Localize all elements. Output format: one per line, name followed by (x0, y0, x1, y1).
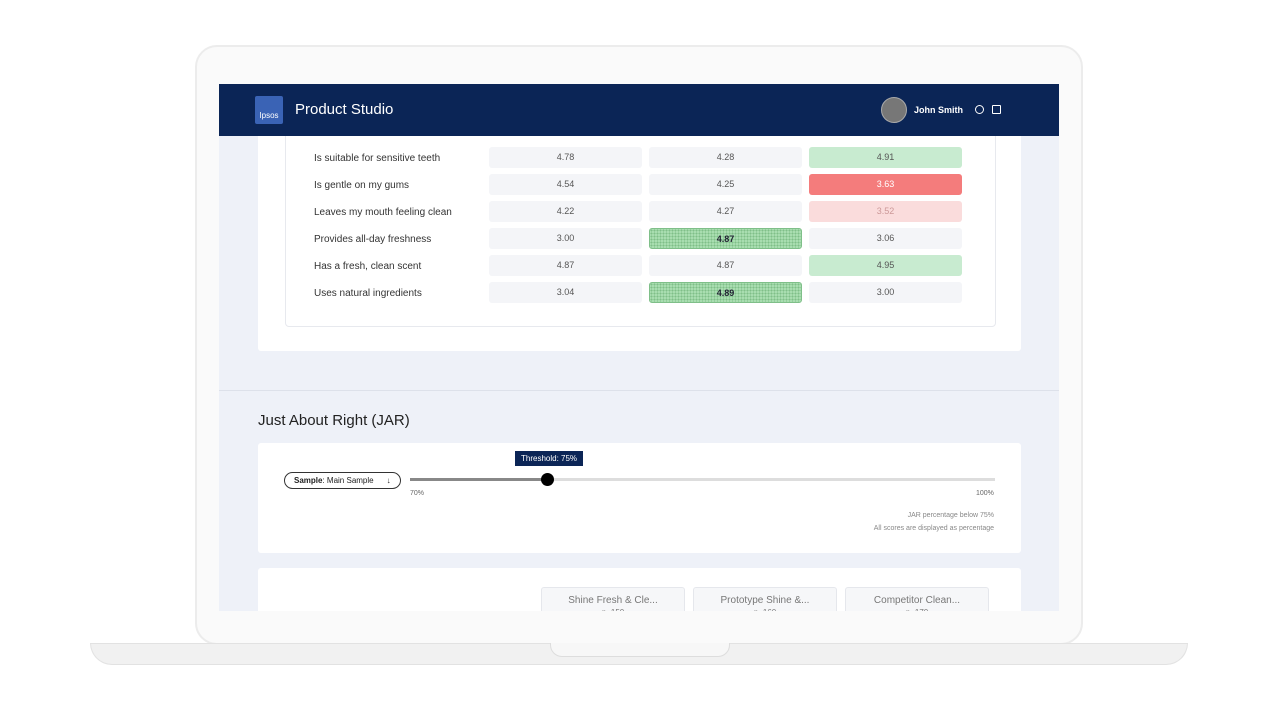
score-cell: 4.27 (649, 201, 802, 222)
attribute-label: Uses natural ingredients (314, 288, 422, 299)
slider-track (410, 478, 995, 481)
sample-label: Sample (294, 476, 323, 485)
attribute-label: Provides all-day freshness (314, 234, 432, 245)
jar-title: Just About Right (JAR) (258, 412, 410, 429)
score-cell: 3.04 (489, 282, 642, 303)
note: JAR percentage below 75% (907, 512, 994, 519)
column-name: Competitor Clean... (873, 595, 961, 606)
header: Ipsos Product Studio John Smith (219, 84, 1059, 136)
attribute-label: Is suitable for sensitive teeth (314, 153, 441, 164)
logout-icon[interactable] (992, 105, 1001, 114)
column-header[interactable]: Competitor Clean... n=170 (845, 587, 989, 611)
column-n: n=150 (542, 608, 684, 611)
slider-min: 70% (410, 490, 425, 497)
user-name[interactable]: John Smith (914, 105, 963, 115)
score-cell: 4.78 (489, 147, 642, 168)
laptop-notch (550, 643, 730, 657)
avatar[interactable] (881, 97, 907, 123)
jar-card: Sample: Main Sample ↓ Threshold: 75% 70% … (258, 443, 1021, 553)
score-cell: 3.00 (489, 228, 642, 249)
score-cell: 3.00 (809, 282, 962, 303)
slider-knob[interactable] (541, 473, 554, 486)
score-cell: 4.95 (809, 255, 962, 276)
column-n: n=170 (846, 608, 988, 611)
attribute-label: Leaves my mouth feeling clean (314, 207, 452, 218)
screen: Ipsos Product Studio John Smith Product … (219, 84, 1059, 611)
column-header[interactable]: Prototype Shine &... n=160 (693, 587, 837, 611)
score-cell: 4.87 (649, 228, 802, 249)
score-cell: 4.91 (809, 147, 962, 168)
score-cell: 3.06 (809, 228, 962, 249)
divider (219, 390, 1059, 391)
slider-fill (410, 478, 548, 481)
score-cell: 3.63 (809, 174, 962, 195)
note: All scores are displayed as percentage (873, 525, 994, 532)
score-cell: 4.54 (489, 174, 642, 195)
threshold-tooltip: Threshold: 75% (515, 451, 584, 466)
attributes-box: Product Attributes Is suitable for sensi… (285, 114, 996, 327)
column-name: Shine Fresh & Cle... (568, 595, 658, 606)
attribute-label: Has a fresh, clean scent (314, 261, 422, 272)
app-title: Product Studio (295, 101, 394, 118)
sample-select[interactable]: Sample: Main Sample ↓ (284, 472, 401, 489)
column-n: n=160 (694, 608, 836, 611)
arrow: ↓ (386, 476, 391, 485)
score-cell: 4.87 (649, 255, 802, 276)
column-header[interactable]: Shine Fresh & Cle... n=150 (541, 587, 685, 611)
sample-value: : Main Sample (322, 476, 374, 485)
score-cell: 4.89 (649, 282, 802, 303)
support-icon[interactable] (975, 105, 984, 114)
column-name: Prototype Shine &... (720, 595, 810, 606)
logo[interactable]: Ipsos (255, 96, 283, 124)
score-cell: 4.22 (489, 201, 642, 222)
attribute-label: Is gentle on my gums (314, 180, 410, 191)
score-cell: 4.87 (489, 255, 642, 276)
score-cell: 4.28 (649, 147, 802, 168)
score-cell: 3.52 (809, 201, 962, 222)
score-cell: 4.25 (649, 174, 802, 195)
slider-max: 100% (976, 490, 994, 497)
